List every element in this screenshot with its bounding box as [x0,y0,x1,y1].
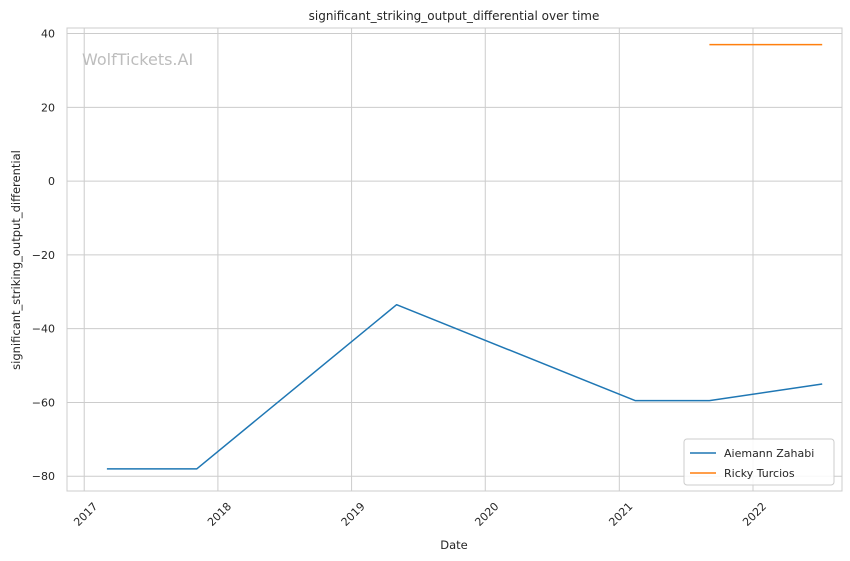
y-tick-label: 40 [41,28,55,41]
y-tick-labels: 40 20 0 −20 −40 −60 −80 [32,28,55,484]
y-tick-label: 20 [41,101,55,114]
y-tick-label: −60 [32,396,55,409]
legend: Aiemann Zahabi Ricky Turcios [683,438,835,486]
y-tick-label: −20 [32,249,55,262]
y-axis-label: significant_striking_output_differential [9,150,23,370]
y-tick-label: 0 [48,175,55,188]
grid-lines [67,28,842,491]
legend-box [683,438,835,486]
y-tick-label: −40 [32,323,55,336]
watermark: WolfTickets.AI [82,50,193,69]
legend-entry-label: Ricky Turcios [724,467,795,480]
chart-title: significant_striking_output_differential… [309,9,600,23]
plot-area-frame [66,27,843,492]
legend-entry-label: Aiemann Zahabi [724,447,814,460]
series-layer [106,43,823,470]
y-tick-label: −80 [32,470,55,483]
series-line-0 [106,303,823,470]
x-axis-label: Date [440,538,468,552]
